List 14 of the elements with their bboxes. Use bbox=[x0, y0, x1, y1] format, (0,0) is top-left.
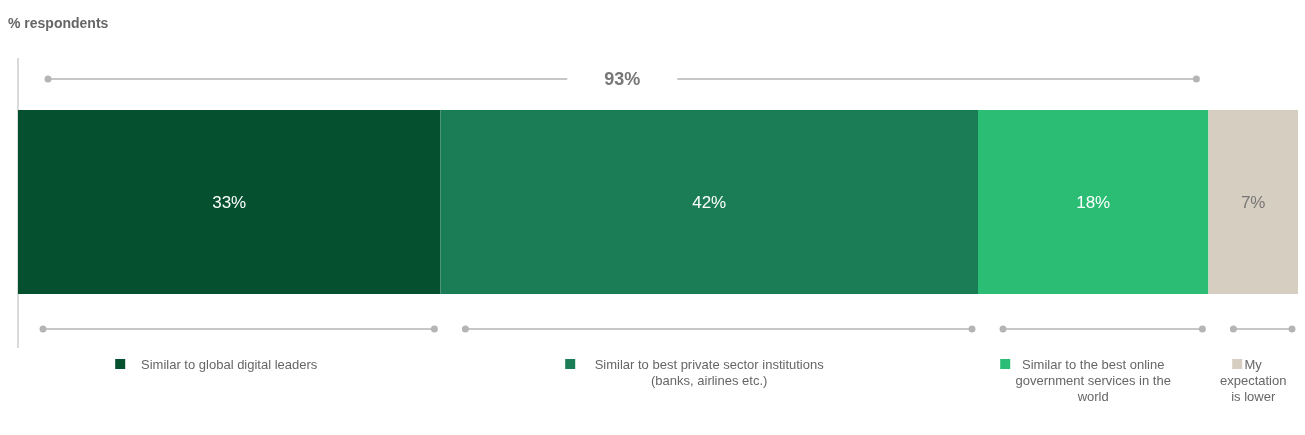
data-label: 33% bbox=[212, 192, 247, 212]
legend-label: My expectation is lower bbox=[1219, 357, 1287, 404]
text: 93% bbox=[604, 69, 641, 90]
bar bbox=[1208, 110, 1298, 294]
data-label: 18% bbox=[1076, 192, 1111, 212]
legend-label: Similar to global digital leaders bbox=[141, 357, 318, 372]
bar bbox=[18, 110, 441, 294]
legend-label: Similar to best private sector institutions (banks, airlines etc.) bbox=[594, 357, 825, 388]
legend-label: Similar to the best online government services in the world bbox=[1015, 357, 1171, 404]
data-label: 42% bbox=[692, 192, 727, 212]
chart-title: % respondents bbox=[8, 15, 109, 31]
bar bbox=[440, 110, 978, 294]
data-label: 7% bbox=[1240, 192, 1266, 212]
bar bbox=[978, 110, 1209, 294]
